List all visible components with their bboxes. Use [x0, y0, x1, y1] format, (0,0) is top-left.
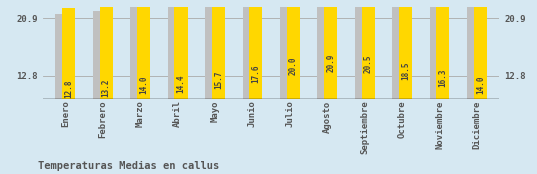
Text: 16.3: 16.3 — [438, 68, 447, 87]
Text: 17.6: 17.6 — [251, 64, 260, 83]
Bar — [280, 0, 293, 99]
Bar — [137, 0, 150, 99]
Text: 20.0: 20.0 — [289, 56, 297, 75]
Bar — [317, 0, 330, 99]
Text: 15.7: 15.7 — [214, 70, 223, 89]
Text: 18.5: 18.5 — [401, 61, 410, 80]
Bar — [467, 6, 480, 99]
Text: 14.0: 14.0 — [476, 76, 485, 94]
Bar — [399, 0, 412, 99]
Bar — [62, 8, 75, 99]
Text: 14.4: 14.4 — [177, 74, 185, 93]
Bar — [55, 14, 69, 99]
Bar — [392, 0, 405, 99]
Bar — [430, 0, 442, 99]
Bar — [474, 0, 487, 99]
Bar — [287, 0, 300, 99]
Bar — [93, 11, 106, 99]
Bar — [175, 0, 187, 99]
Bar — [130, 6, 143, 99]
Text: Temperaturas Medias en callus: Temperaturas Medias en callus — [38, 160, 219, 171]
Bar — [100, 6, 113, 99]
Bar — [212, 0, 225, 99]
Text: 20.9: 20.9 — [326, 54, 335, 72]
Bar — [168, 3, 181, 99]
Bar — [437, 0, 449, 99]
Bar — [324, 0, 337, 99]
Bar — [249, 0, 263, 99]
Text: 13.2: 13.2 — [101, 78, 111, 97]
Text: 12.8: 12.8 — [64, 79, 73, 98]
Text: 20.5: 20.5 — [364, 55, 373, 73]
Bar — [205, 0, 218, 99]
Text: 14.0: 14.0 — [139, 76, 148, 94]
Bar — [243, 0, 256, 99]
Bar — [361, 0, 375, 99]
Bar — [355, 0, 368, 99]
